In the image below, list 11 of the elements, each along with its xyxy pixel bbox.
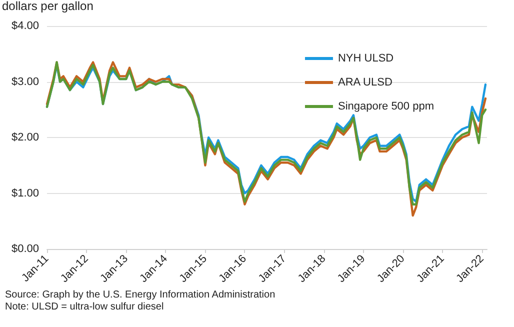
legend-label: Singapore 500 ppm	[338, 100, 434, 112]
y-tick-label: $0.00	[11, 243, 39, 255]
y-tick-label: $2.00	[11, 132, 39, 144]
source-note: Source: Graph by the U.S. Energy Information Administration	[5, 290, 276, 300]
y-tick-label: $1.00	[11, 187, 39, 200]
y-axis-title: dollars per gallon	[2, 0, 94, 13]
legend-label: ARA ULSD	[338, 76, 392, 88]
y-tick-label: $3.00	[11, 76, 39, 88]
legend-label: NYH ULSD	[338, 52, 394, 64]
y-tick-label: $4.00	[11, 20, 39, 32]
text: Note: ULSD = ultra-low sulfur diesel	[5, 302, 164, 312]
